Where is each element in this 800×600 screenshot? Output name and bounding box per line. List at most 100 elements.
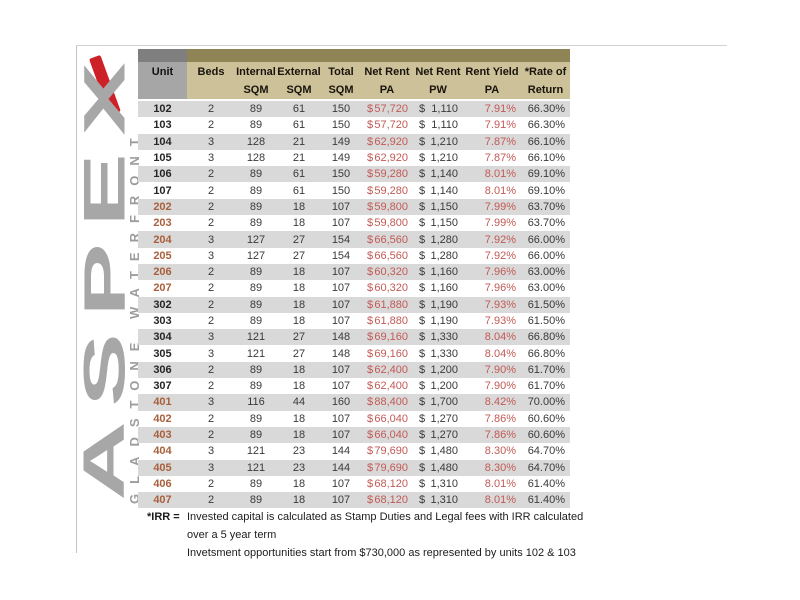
logo-slot-p: P (72, 235, 137, 325)
internal-sqm-cell: 121 (246, 461, 266, 474)
net-rent-pa-value: 79,690 (374, 445, 408, 458)
net-rent-pa-value: 59,280 (374, 168, 408, 181)
column-header: Internal SQM (235, 62, 277, 99)
total-sqm-cell: 107 (331, 412, 351, 425)
net-rent-pa-cell: $66,040 (361, 427, 413, 443)
unit-cell: 207 (153, 282, 172, 295)
investment-table: Unit Beds Internal SQM External SQM Total SQM Ne… (138, 49, 570, 509)
net-rent-pa-value: 66,560 (374, 249, 408, 262)
net-rent-pa-value: 66,040 (374, 429, 408, 442)
internal-sqm-cell: 89 (249, 298, 263, 311)
rate-of-return-cell: 61.70% (527, 380, 565, 393)
currency-symbol: $ (367, 429, 374, 442)
column-header-line1: Rent Yield (465, 66, 519, 78)
total-sqm-cell: 107 (331, 477, 351, 490)
document-page: X E P S A GLADSTONE WATERFRONT Unit Beds I… (71, 45, 727, 559)
beds-cell: 2 (207, 429, 215, 442)
rent-yield-pa-cell: 8.01% (484, 494, 516, 507)
rent-yield-pa-cell: 7.96% (484, 266, 516, 279)
net-rent-pw-cell: $1,190 (413, 313, 463, 329)
currency-symbol: $ (419, 184, 426, 197)
net-rent-pw-cell: $1,310 (413, 476, 463, 492)
rent-yield-pa-cell: 8.01% (484, 168, 516, 181)
currency-symbol: $ (419, 412, 426, 425)
rent-yield-pa-cell: 7.99% (484, 200, 516, 213)
rate-of-return-cell: 61.50% (527, 315, 565, 327)
unit-header-band (138, 49, 187, 62)
net-rent-pa-value: 69,160 (374, 347, 408, 360)
net-rent-pw-value: 1,310 (430, 494, 458, 507)
net-rent-pa-cell: $66,040 (361, 411, 413, 427)
currency-symbol: $ (419, 494, 426, 507)
beds-cell: 3 (207, 396, 215, 409)
external-sqm-cell: 44 (292, 396, 306, 409)
internal-sqm-cell: 89 (249, 363, 263, 376)
net-rent-pa-cell: $69,160 (361, 329, 413, 345)
column-header-line2: SQM (243, 84, 269, 96)
table-row: 407 2 89 18 107 $68,120 $1,310 8.01% 61.40% (138, 492, 570, 509)
rent-yield-pa-cell: 7.90% (484, 380, 516, 393)
table-row: 102 2 89 61 150 $57,720 $1,110 7.91% 66.30% (138, 101, 570, 118)
net-rent-pa-cell: $66,560 (361, 248, 413, 264)
net-rent-pa-value: 79,690 (374, 461, 408, 474)
rent-yield-pa-cell: 7.92% (484, 249, 516, 262)
total-sqm-cell: 149 (331, 152, 351, 165)
unit-cell: 105 (153, 152, 172, 165)
unit-cell: 205 (153, 249, 172, 262)
net-rent-pw-value: 1,480 (430, 461, 458, 474)
internal-sqm-cell: 116 (247, 396, 265, 409)
column-header-line2: PA (484, 84, 500, 96)
internal-sqm-cell: 89 (249, 380, 263, 393)
total-sqm-cell: 107 (331, 217, 351, 230)
footnote-line: over a 5 year term (187, 529, 277, 541)
currency-symbol: $ (419, 347, 426, 360)
total-sqm-cell: 150 (331, 103, 351, 116)
external-sqm-cell: 18 (292, 363, 306, 376)
beds-cell: 3 (207, 461, 215, 474)
unit-cell: 303 (153, 315, 172, 327)
beds-cell: 2 (207, 266, 215, 279)
net-rent-pa-cell: $62,920 (361, 150, 413, 166)
currency-symbol: $ (419, 298, 426, 311)
rent-yield-pa-cell: 7.87% (484, 135, 516, 148)
currency-symbol: $ (419, 429, 426, 442)
external-sqm-cell: 18 (292, 412, 306, 425)
net-rent-pw-cell: $1,280 (413, 248, 463, 264)
logo-letter: A (71, 421, 137, 501)
logo-letter: S (72, 333, 137, 408)
net-rent-pa-value: 68,120 (374, 494, 408, 507)
rate-of-return-cell: 64.70% (527, 445, 565, 458)
net-rent-pa-cell: $61,880 (361, 297, 413, 313)
total-sqm-cell: 107 (331, 298, 351, 311)
beds-cell: 2 (207, 168, 215, 181)
table-row: 306 2 89 18 107 $62,400 $1,200 7.90% 61.70% (138, 361, 570, 379)
net-rent-pw-cell: $1,330 (413, 329, 463, 345)
table-row: 203 2 89 18 107 $59,800 $1,150 7.99% 63.70% (138, 215, 570, 231)
currency-symbol: $ (419, 315, 426, 327)
net-rent-pw-cell: $1,330 (413, 346, 463, 362)
rent-yield-pa-cell: 7.99% (484, 217, 516, 230)
currency-symbol: $ (367, 135, 374, 148)
beds-cell: 3 (207, 249, 215, 262)
currency-symbol: $ (419, 200, 426, 213)
net-rent-pw-value: 1,200 (430, 363, 458, 376)
net-rent-pa-cell: $59,280 (361, 183, 413, 199)
currency-symbol: $ (367, 396, 374, 409)
currency-symbol: $ (419, 217, 426, 230)
internal-sqm-cell: 89 (249, 266, 263, 279)
internal-sqm-cell: 89 (249, 494, 263, 507)
currency-symbol: $ (419, 168, 426, 181)
currency-symbol: $ (419, 380, 426, 393)
net-rent-pa-value: 69,160 (374, 331, 408, 344)
currency-symbol: $ (367, 282, 374, 295)
total-sqm-cell: 107 (331, 200, 351, 213)
internal-sqm-cell: 89 (249, 184, 263, 197)
currency-symbol: $ (367, 266, 374, 279)
total-sqm-cell: 148 (331, 347, 351, 360)
table-header-row: Unit Beds Internal SQM External SQM Total SQM Ne… (138, 62, 570, 101)
table-row: 403 2 89 18 107 $66,040 $1,270 7.86% 60.60% (138, 426, 570, 444)
rent-yield-pa-cell: 7.93% (484, 315, 516, 327)
currency-symbol: $ (419, 282, 426, 295)
rate-of-return-cell: 61.70% (527, 363, 565, 376)
net-rent-pa-value: 60,320 (374, 266, 408, 279)
